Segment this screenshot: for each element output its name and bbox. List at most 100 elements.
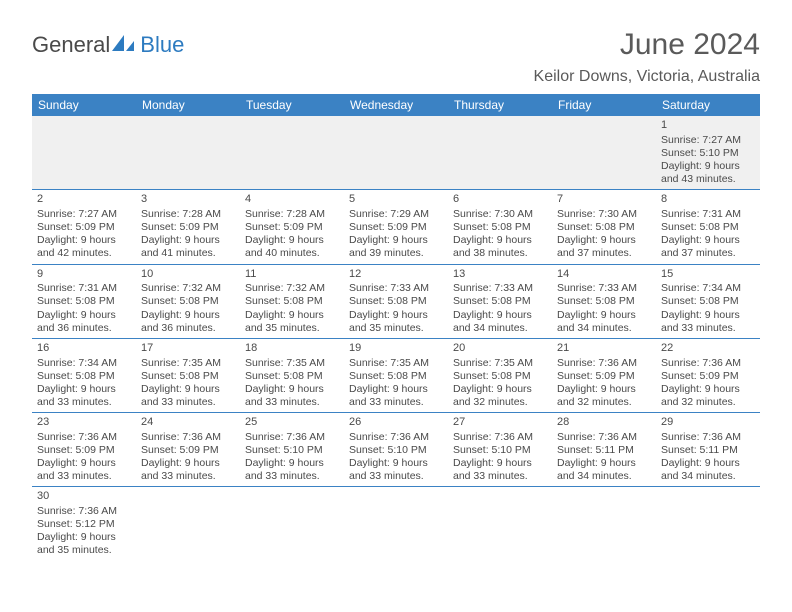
calendar-cell: 19Sunrise: 7:35 AMSunset: 5:08 PMDayligh…: [344, 339, 448, 412]
cell-day1: Daylight: 9 hours: [453, 309, 547, 322]
calendar-cell: 23Sunrise: 7:36 AMSunset: 5:09 PMDayligh…: [32, 413, 136, 486]
cell-sunset: Sunset: 5:08 PM: [245, 295, 339, 308]
calendar-cell: 4Sunrise: 7:28 AMSunset: 5:09 PMDaylight…: [240, 190, 344, 263]
cell-sunrise: Sunrise: 7:34 AM: [37, 357, 131, 370]
calendar-cell: 22Sunrise: 7:36 AMSunset: 5:09 PMDayligh…: [656, 339, 760, 412]
cell-day1: Daylight: 9 hours: [557, 457, 651, 470]
cell-sunset: Sunset: 5:08 PM: [37, 295, 131, 308]
day-number: 3: [141, 193, 235, 207]
day-number: 12: [349, 268, 443, 282]
cell-day2: and 35 minutes.: [37, 544, 131, 557]
cell-sunrise: Sunrise: 7:33 AM: [557, 282, 651, 295]
calendar-cell: 2Sunrise: 7:27 AMSunset: 5:09 PMDaylight…: [32, 190, 136, 263]
day-number: 5: [349, 193, 443, 207]
calendar-row: 23Sunrise: 7:36 AMSunset: 5:09 PMDayligh…: [32, 413, 760, 487]
cell-day2: and 33 minutes.: [245, 396, 339, 409]
dow-tuesday: Tuesday: [240, 94, 344, 116]
calendar-cell: 30Sunrise: 7:36 AMSunset: 5:12 PMDayligh…: [32, 487, 136, 560]
cell-sunrise: Sunrise: 7:36 AM: [37, 505, 131, 518]
logo: General Blue: [32, 32, 184, 58]
cell-sunrise: Sunrise: 7:28 AM: [245, 208, 339, 221]
cell-sunrise: Sunrise: 7:36 AM: [557, 357, 651, 370]
cell-sunset: Sunset: 5:08 PM: [453, 370, 547, 383]
calendar-cell: 27Sunrise: 7:36 AMSunset: 5:10 PMDayligh…: [448, 413, 552, 486]
cell-sunset: Sunset: 5:09 PM: [37, 221, 131, 234]
cell-sunset: Sunset: 5:09 PM: [245, 221, 339, 234]
cell-day2: and 35 minutes.: [245, 322, 339, 335]
day-number: 2: [37, 193, 131, 207]
month-title: June 2024: [534, 28, 760, 62]
cell-sunrise: Sunrise: 7:36 AM: [661, 431, 755, 444]
cell-sunrise: Sunrise: 7:36 AM: [141, 431, 235, 444]
cell-day2: and 33 minutes.: [141, 396, 235, 409]
day-number: 27: [453, 416, 547, 430]
cell-day1: Daylight: 9 hours: [661, 234, 755, 247]
day-number: 13: [453, 268, 547, 282]
cell-day2: and 34 minutes.: [557, 322, 651, 335]
cell-day1: Daylight: 9 hours: [245, 234, 339, 247]
cell-day2: and 33 minutes.: [37, 396, 131, 409]
cell-sunset: Sunset: 5:08 PM: [245, 370, 339, 383]
cell-day2: and 43 minutes.: [661, 173, 755, 186]
calendar-cell: 8Sunrise: 7:31 AMSunset: 5:08 PMDaylight…: [656, 190, 760, 263]
logo-text-2: Blue: [140, 32, 184, 58]
day-number: 9: [37, 268, 131, 282]
calendar-cell: 29Sunrise: 7:36 AMSunset: 5:11 PMDayligh…: [656, 413, 760, 486]
day-number: 30: [37, 490, 131, 504]
logo-text-1: General: [32, 32, 110, 58]
day-number: 15: [661, 268, 755, 282]
calendar-cell: 20Sunrise: 7:35 AMSunset: 5:08 PMDayligh…: [448, 339, 552, 412]
cell-day1: Daylight: 9 hours: [349, 234, 443, 247]
cell-day2: and 33 minutes.: [453, 470, 547, 483]
cell-day2: and 37 minutes.: [661, 247, 755, 260]
day-number: 20: [453, 342, 547, 356]
day-number: 11: [245, 268, 339, 282]
calendar-cell: 24Sunrise: 7:36 AMSunset: 5:09 PMDayligh…: [136, 413, 240, 486]
day-number: 8: [661, 193, 755, 207]
cell-day1: Daylight: 9 hours: [661, 457, 755, 470]
cell-sunset: Sunset: 5:10 PM: [661, 147, 755, 160]
cell-day1: Daylight: 9 hours: [349, 457, 443, 470]
cell-day1: Daylight: 9 hours: [37, 531, 131, 544]
cell-day1: Daylight: 9 hours: [557, 234, 651, 247]
calendar-cell: 5Sunrise: 7:29 AMSunset: 5:09 PMDaylight…: [344, 190, 448, 263]
calendar-cell: 26Sunrise: 7:36 AMSunset: 5:10 PMDayligh…: [344, 413, 448, 486]
cell-sunset: Sunset: 5:09 PM: [661, 370, 755, 383]
cell-day2: and 37 minutes.: [557, 247, 651, 260]
cell-day1: Daylight: 9 hours: [453, 234, 547, 247]
day-number: 14: [557, 268, 651, 282]
dow-friday: Friday: [552, 94, 656, 116]
cell-day2: and 32 minutes.: [453, 396, 547, 409]
cell-day1: Daylight: 9 hours: [557, 309, 651, 322]
calendar-cell: [136, 116, 240, 189]
cell-day2: and 35 minutes.: [349, 322, 443, 335]
calendar-cell: 17Sunrise: 7:35 AMSunset: 5:08 PMDayligh…: [136, 339, 240, 412]
cell-sunrise: Sunrise: 7:34 AM: [661, 282, 755, 295]
cell-day2: and 34 minutes.: [453, 322, 547, 335]
calendar-header-row: Sunday Monday Tuesday Wednesday Thursday…: [32, 94, 760, 116]
day-number: 1: [661, 119, 755, 133]
day-number: 4: [245, 193, 339, 207]
dow-monday: Monday: [136, 94, 240, 116]
day-number: 6: [453, 193, 547, 207]
cell-sunrise: Sunrise: 7:33 AM: [349, 282, 443, 295]
day-number: 16: [37, 342, 131, 356]
cell-day2: and 38 minutes.: [453, 247, 547, 260]
cell-sunset: Sunset: 5:08 PM: [557, 295, 651, 308]
cell-day1: Daylight: 9 hours: [37, 234, 131, 247]
title-block: June 2024 Keilor Downs, Victoria, Austra…: [534, 28, 760, 86]
calendar-cell: 25Sunrise: 7:36 AMSunset: 5:10 PMDayligh…: [240, 413, 344, 486]
cell-day2: and 33 minutes.: [349, 396, 443, 409]
day-number: 7: [557, 193, 651, 207]
calendar-cell: 12Sunrise: 7:33 AMSunset: 5:08 PMDayligh…: [344, 265, 448, 338]
cell-sunrise: Sunrise: 7:36 AM: [661, 357, 755, 370]
dow-sunday: Sunday: [32, 94, 136, 116]
calendar-cell: [344, 487, 448, 560]
cell-day1: Daylight: 9 hours: [453, 457, 547, 470]
cell-sunset: Sunset: 5:08 PM: [349, 370, 443, 383]
calendar-row: 2Sunrise: 7:27 AMSunset: 5:09 PMDaylight…: [32, 190, 760, 264]
calendar: Sunday Monday Tuesday Wednesday Thursday…: [32, 94, 760, 561]
cell-sunrise: Sunrise: 7:36 AM: [37, 431, 131, 444]
calendar-cell: [136, 487, 240, 560]
cell-sunset: Sunset: 5:09 PM: [141, 444, 235, 457]
